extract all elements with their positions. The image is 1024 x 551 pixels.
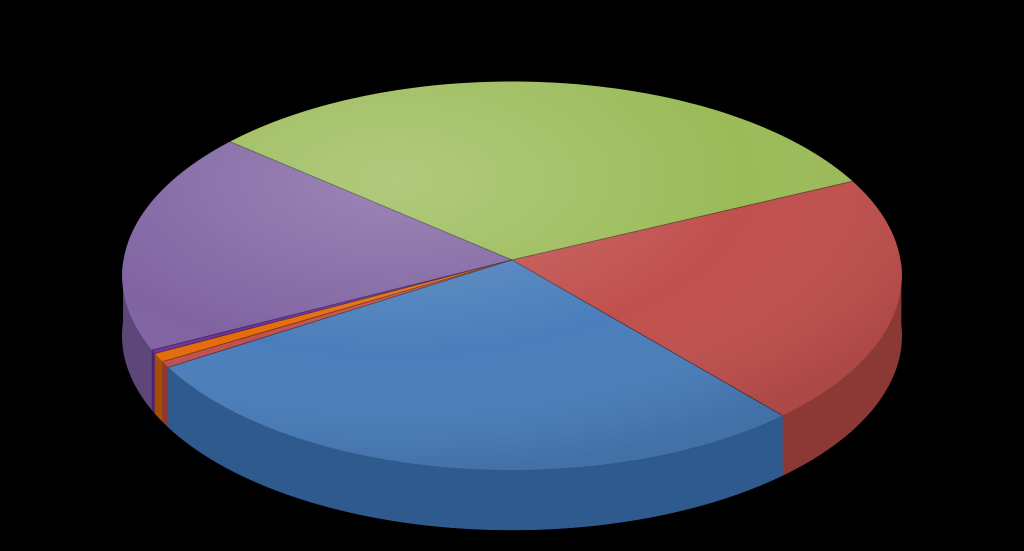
pie-tops (122, 82, 901, 470)
slice-side-series-d (152, 350, 155, 414)
slice-side-series-c (155, 354, 163, 422)
pie-chart-svg (0, 0, 1024, 551)
pie-chart-3d (0, 0, 1024, 551)
slice-side-series-b (163, 362, 169, 428)
